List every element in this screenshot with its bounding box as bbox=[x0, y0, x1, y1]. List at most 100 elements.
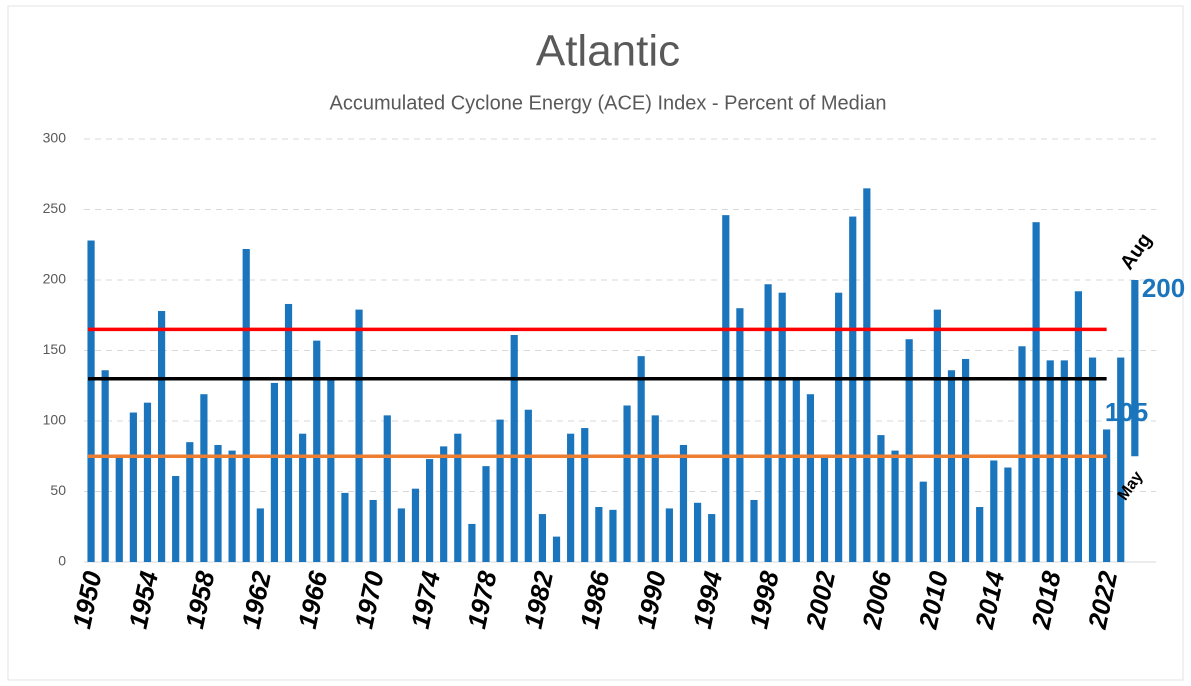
x-tick-label: 1982 bbox=[518, 568, 559, 631]
bar bbox=[200, 394, 208, 562]
bar bbox=[1046, 360, 1054, 562]
bar bbox=[510, 334, 518, 562]
bar bbox=[736, 308, 744, 562]
bar bbox=[538, 514, 547, 562]
bar bbox=[228, 450, 236, 562]
bar bbox=[764, 284, 772, 562]
x-tick-label: 2022 bbox=[1082, 568, 1124, 632]
x-tick-label: 2014 bbox=[969, 568, 1011, 632]
bar bbox=[637, 356, 645, 562]
y-tick-label: 300 bbox=[43, 130, 67, 146]
bar bbox=[722, 215, 730, 562]
bar bbox=[933, 309, 941, 562]
bar bbox=[101, 370, 109, 562]
bar bbox=[651, 415, 659, 562]
x-tick-label: 1966 bbox=[292, 568, 333, 631]
bar bbox=[440, 446, 448, 562]
bar bbox=[1103, 429, 1111, 562]
y-tick-label: 250 bbox=[43, 200, 67, 216]
x-tick-label: 1950 bbox=[66, 568, 107, 631]
bar bbox=[976, 507, 984, 562]
x-tick-label: 2006 bbox=[856, 568, 898, 632]
bar bbox=[849, 216, 857, 563]
x-tick-label: 1998 bbox=[743, 568, 784, 631]
bar bbox=[143, 402, 152, 562]
x-tick-label: 2018 bbox=[1025, 568, 1067, 632]
bar bbox=[299, 433, 307, 562]
bar bbox=[863, 188, 871, 562]
bar bbox=[581, 428, 589, 562]
bar bbox=[1004, 467, 1012, 562]
bar bbox=[242, 248, 250, 563]
bar bbox=[496, 419, 504, 562]
bar bbox=[425, 459, 434, 562]
bar bbox=[327, 378, 335, 562]
forecast-range bbox=[1131, 280, 1139, 457]
bar bbox=[665, 508, 673, 562]
bar bbox=[284, 303, 293, 562]
x-tick-label: 1986 bbox=[574, 568, 615, 631]
bar bbox=[708, 514, 716, 562]
bar bbox=[1060, 360, 1068, 562]
bar bbox=[750, 499, 758, 562]
bar bbox=[595, 507, 603, 562]
x-tick-label: 2010 bbox=[912, 568, 954, 632]
bar bbox=[270, 382, 279, 562]
bar bbox=[1117, 357, 1125, 562]
bar bbox=[411, 488, 420, 562]
bar bbox=[990, 460, 998, 562]
bar bbox=[820, 456, 829, 562]
bar bbox=[129, 412, 137, 562]
bar bbox=[806, 394, 815, 562]
y-tick-label: 100 bbox=[43, 412, 67, 428]
bar bbox=[1088, 357, 1097, 562]
bar bbox=[891, 450, 899, 562]
bar bbox=[835, 292, 843, 562]
bar bbox=[172, 475, 180, 562]
bar bbox=[919, 481, 927, 562]
bar bbox=[1032, 222, 1040, 562]
bar bbox=[256, 508, 264, 562]
chart-frame bbox=[7, 5, 1184, 681]
forecast-high-period: Aug bbox=[1116, 229, 1156, 273]
bar bbox=[1018, 346, 1026, 562]
bar bbox=[679, 444, 688, 562]
x-tick-label: 1994 bbox=[687, 568, 728, 631]
bar bbox=[961, 358, 970, 562]
x-tick-label: 1978 bbox=[461, 568, 502, 631]
bar bbox=[877, 435, 885, 562]
bar bbox=[947, 370, 956, 562]
bar bbox=[524, 409, 532, 562]
x-tick-label: 2002 bbox=[800, 568, 842, 632]
x-tick-label: 1958 bbox=[179, 568, 220, 631]
bar bbox=[623, 405, 631, 562]
bar bbox=[397, 508, 405, 562]
bar bbox=[87, 240, 95, 562]
y-tick-label: 200 bbox=[43, 271, 67, 287]
x-tick-label: 1974 bbox=[405, 568, 446, 631]
bar bbox=[778, 292, 786, 562]
x-tick-label: 1970 bbox=[348, 568, 389, 631]
bar bbox=[482, 466, 490, 562]
bar bbox=[369, 499, 377, 562]
chart-title: Atlantic bbox=[536, 27, 680, 76]
bar bbox=[552, 536, 561, 562]
y-tick-label: 50 bbox=[50, 482, 66, 498]
bar bbox=[454, 433, 462, 562]
y-tick-label: 150 bbox=[43, 341, 67, 357]
forecast-mid-label: 105 bbox=[1105, 397, 1148, 427]
bar bbox=[1074, 291, 1083, 562]
bar bbox=[567, 433, 575, 562]
bar bbox=[115, 456, 123, 562]
y-tick-label: 0 bbox=[58, 553, 66, 569]
bar bbox=[355, 309, 363, 562]
chart-subtitle: Accumulated Cyclone Energy (ACE) Index -… bbox=[330, 92, 887, 114]
bar bbox=[609, 509, 617, 562]
bar bbox=[383, 415, 391, 562]
bar bbox=[468, 523, 476, 562]
bar bbox=[341, 492, 349, 562]
bar bbox=[313, 340, 321, 562]
x-tick-label: 1990 bbox=[630, 568, 671, 631]
bar bbox=[905, 339, 913, 562]
